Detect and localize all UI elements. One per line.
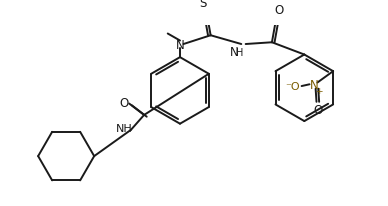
Text: NH: NH (116, 123, 132, 133)
Text: N: N (230, 46, 239, 59)
Text: S: S (199, 0, 206, 10)
Text: O: O (314, 104, 323, 117)
Text: +: + (315, 87, 323, 95)
Text: ⁻O: ⁻O (286, 82, 300, 92)
Text: O: O (274, 4, 284, 17)
Text: N: N (176, 38, 184, 51)
Text: H: H (236, 48, 243, 58)
Text: N: N (310, 78, 318, 91)
Text: O: O (120, 97, 128, 110)
